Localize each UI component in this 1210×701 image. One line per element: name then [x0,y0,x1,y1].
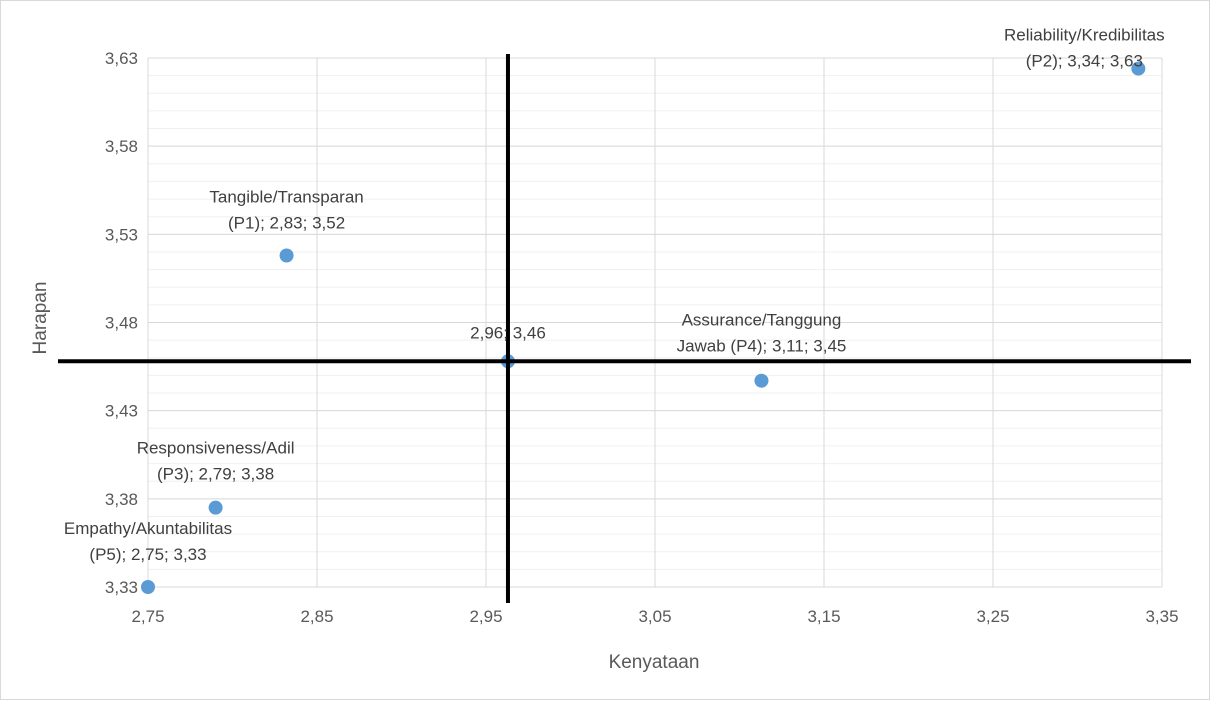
grid [147,57,1163,588]
data-labels: Tangible/Transparan (P1); 2,83; 3,52 Relia… [64,26,1165,564]
y-tick-label: 3,53 [105,225,138,244]
data-points [141,61,1146,594]
data-label: 2,96; 3,46 [470,323,546,342]
y-axis-title: Harapan [30,282,51,355]
x-tick-label: 3,15 [807,607,840,626]
x-tick-label: 2,95 [469,607,502,626]
x-tick-label: 3,05 [638,607,671,626]
data-label: Empathy/Akuntabilitas (P5); 2,75; 3,33 [64,519,232,564]
x-tick-label: 3,35 [1145,607,1178,626]
y-tick-label: 3,63 [105,49,138,68]
data-label: Assurance/Tanggung Jawab (P4); 3,11; 3,45 [677,311,847,356]
y-tick-label: 3,38 [105,490,138,509]
data-label: Tangible/Transparan (P1); 2,83; 3,52 [209,187,363,232]
x-axis-ticks: 2,75 2,85 2,95 3,05 3,15 3,25 3,35 [131,607,1178,626]
y-axis-ticks: 3,33 3,38 3,43 3,48 3,53 3,58 3,63 [105,49,138,597]
data-point [754,373,769,388]
y-tick-label: 3,58 [105,137,138,156]
x-tick-label: 3,25 [976,607,1009,626]
y-tick-label: 3,43 [105,402,138,421]
data-label: Responsiveness/Adil (P3); 2,79; 3,38 [137,439,295,484]
data-point [141,580,155,594]
x-tick-label: 2,85 [300,607,333,626]
y-tick-label: 3,33 [105,578,138,597]
quadrant-dividers [58,54,1191,603]
data-point [1131,61,1146,76]
data-point [208,500,223,515]
data-label: Reliability/Kredibilitas (P2); 3,34; 3,63 [1004,26,1165,71]
x-tick-label: 2,75 [131,607,164,626]
x-axis-title: Kenyataan [609,652,700,673]
data-point [279,248,294,263]
y-tick-label: 3,48 [105,314,138,333]
